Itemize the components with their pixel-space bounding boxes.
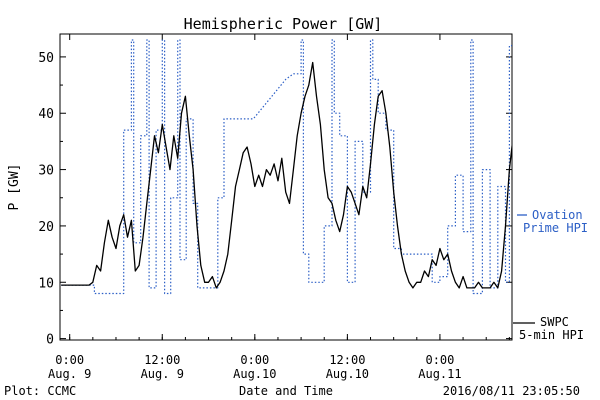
x-tick-time-label: 0:00 xyxy=(55,353,84,367)
x-tick-date-label: Aug. 9 xyxy=(48,367,91,381)
x-tick-time-label: 12:00 xyxy=(329,353,365,367)
series-swpc-line xyxy=(61,61,512,289)
legend-ovation-label-line1: Ovation xyxy=(532,208,583,222)
plot-frame xyxy=(59,33,513,341)
legend-swpc-label-line2: 5-min HPI xyxy=(519,328,584,342)
x-tick-time-label: 12:00 xyxy=(144,353,180,367)
legend-swpc-label-line1: SWPC xyxy=(540,315,569,329)
y-tick-label: 50 xyxy=(38,51,54,66)
y-tick-label: 10 xyxy=(38,276,54,291)
plot-timestamp: 2016/08/11 23:05:50 xyxy=(443,384,580,398)
y-axis-label: P [GW] xyxy=(7,164,22,211)
x-tick-time-label: 0:00 xyxy=(425,353,454,367)
chart-title: Hemispheric Power [GW] xyxy=(184,15,383,33)
series-layer xyxy=(61,39,512,295)
series-ovation-prime-line xyxy=(61,39,512,295)
x-axis-label: Date and Time xyxy=(239,384,333,398)
legend-ovation-label-line2: Prime HPI xyxy=(523,221,588,235)
y-axis-ticks: 0 10 20 30 40 50 xyxy=(38,51,512,348)
y-tick-label: 20 xyxy=(38,220,54,235)
x-tick-date-label: Aug.11 xyxy=(418,367,461,381)
plot-source-label: Plot: CCMC xyxy=(4,384,76,398)
y-tick-label: 30 xyxy=(38,164,54,179)
x-tick-date-label: Aug.10 xyxy=(326,367,369,381)
x-tick-time-label: 0:00 xyxy=(240,353,269,367)
x-tick-date-label: Aug.10 xyxy=(233,367,276,381)
x-tick-date-label: Aug. 9 xyxy=(141,367,184,381)
y-tick-label: 0 xyxy=(46,333,54,348)
y-tick-label: 40 xyxy=(38,107,54,122)
